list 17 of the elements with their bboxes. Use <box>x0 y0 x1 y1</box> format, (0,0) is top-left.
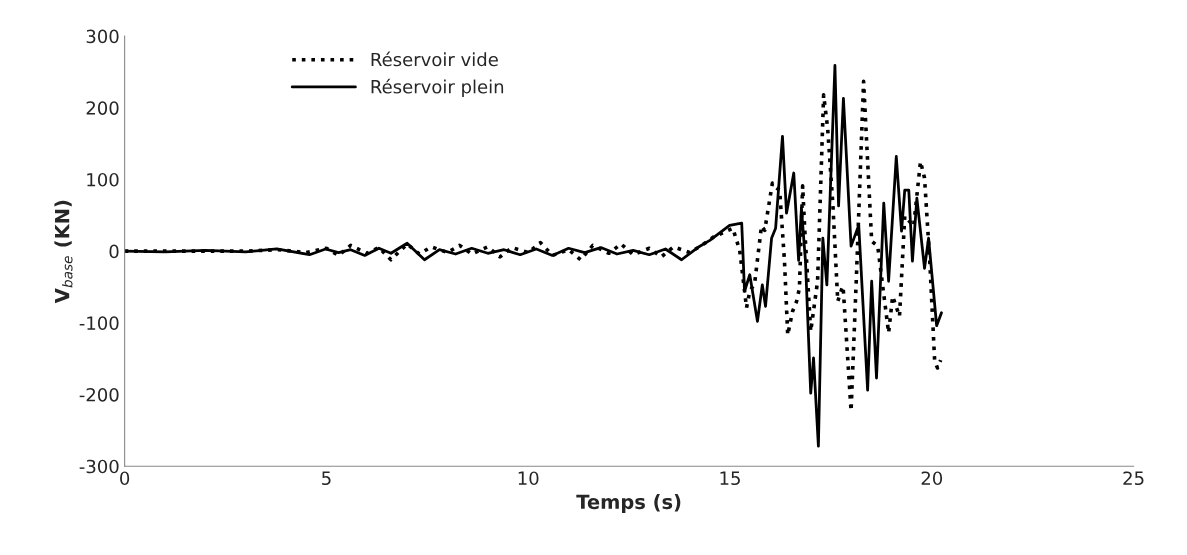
x-tick-label: 0 <box>120 471 130 486</box>
legend-label: Réservoir plein <box>371 78 504 98</box>
x-tick-label: 15 <box>720 471 740 486</box>
y-tick-label: -300 <box>79 459 119 474</box>
y-tick-label: 0 <box>109 244 119 259</box>
x-tick-label: 10 <box>518 471 539 486</box>
y-axis-title: V$_{base}$ (KN) <box>54 200 73 304</box>
x-tick-label: 25 <box>1123 471 1144 486</box>
x-tick-label: 20 <box>921 471 943 486</box>
x-tick-label: 5 <box>322 471 331 486</box>
y-tick-label: 100 <box>87 172 119 187</box>
y-tick-label: 200 <box>86 101 119 115</box>
y-tick-label: -200 <box>79 387 119 402</box>
legend-label: Réservoir vide <box>371 51 498 67</box>
y-tick-label: 300 <box>86 29 119 44</box>
y-tick-label: -100 <box>79 316 119 330</box>
x-axis-title: Temps (s) <box>576 494 681 513</box>
